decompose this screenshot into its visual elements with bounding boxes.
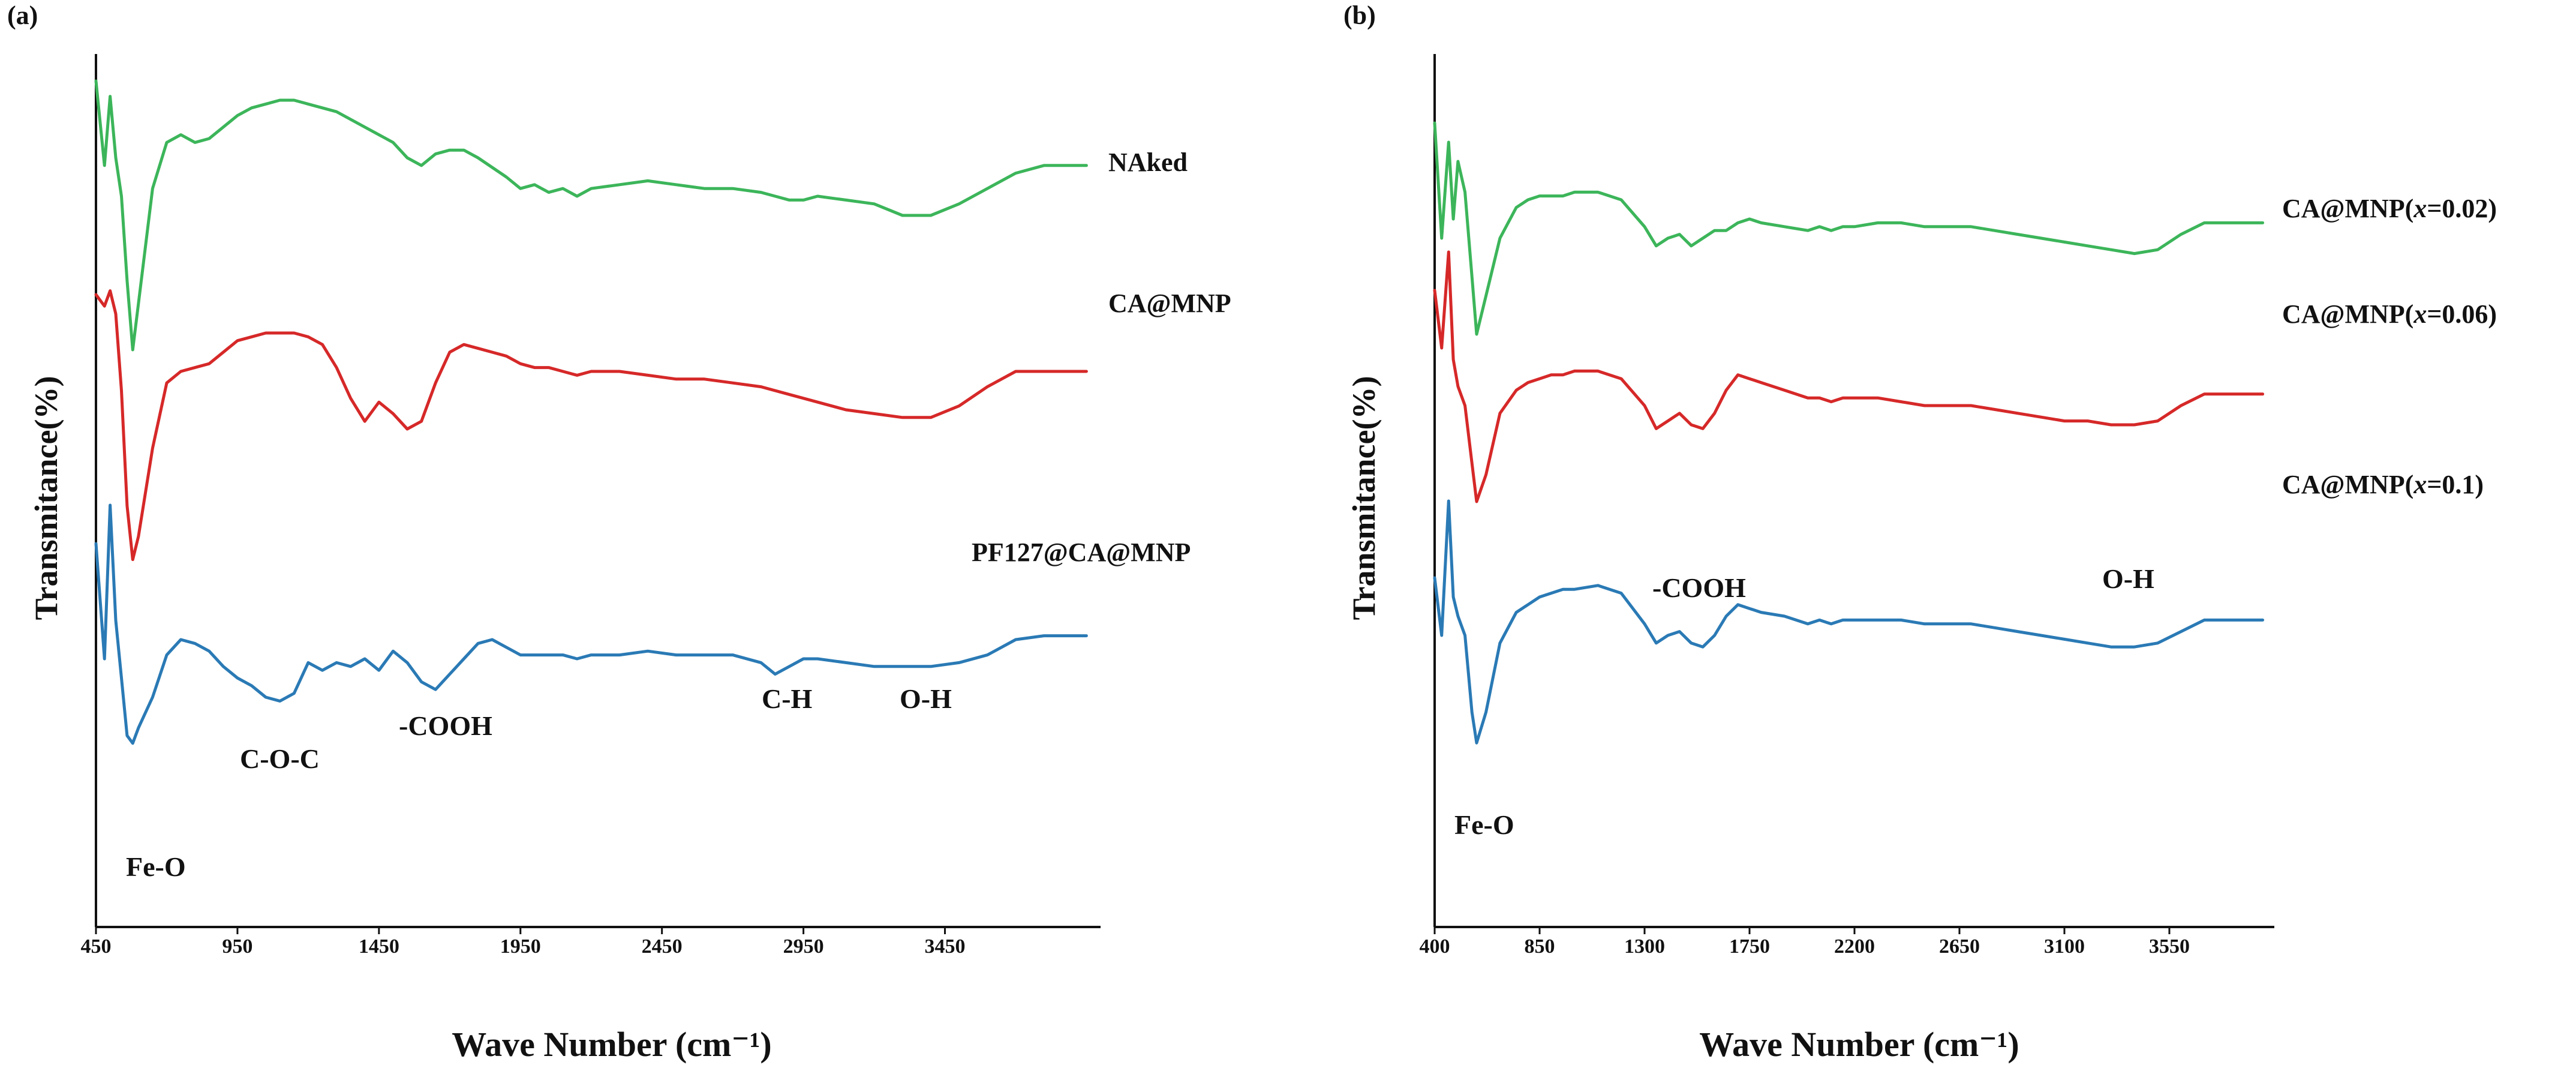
x-tick-label: 2200 bbox=[1834, 935, 1875, 958]
x-tick-label: 1950 bbox=[500, 935, 541, 958]
x-tick-label: 3550 bbox=[2149, 935, 2190, 958]
chart-a-svg: (a) Transmitance(%) Wave Number (cm⁻¹) 4… bbox=[7, 1, 1231, 1064]
series-line-naked bbox=[94, 79, 1088, 352]
series-label-pf127-ca-mnp: PF127@CA@MNP bbox=[972, 538, 1191, 567]
series-label-ca-mnp: CA@MNP bbox=[1108, 289, 1231, 318]
x-tick-label: 1450 bbox=[359, 935, 399, 958]
x-tick-label: 1750 bbox=[1729, 935, 1770, 958]
x-tick-label: 1300 bbox=[1624, 935, 1665, 958]
y-axis-label-b: Transmitance(%) bbox=[1346, 376, 1382, 620]
panel-label-b: (b) bbox=[1343, 1, 1376, 30]
x-axis-label-a: Wave Number (cm⁻¹) bbox=[452, 1025, 771, 1064]
series-line-ca-mnp-x-0-1 bbox=[1433, 499, 2265, 745]
panel-label-a: (a) bbox=[7, 1, 38, 30]
x-tick-label: 3100 bbox=[2044, 935, 2085, 958]
x-tick-label: 2450 bbox=[642, 935, 683, 958]
annotation-cooh-a: -COOH bbox=[399, 710, 492, 741]
chart-panel-b: (b) Transmitance(%) Wave Number (cm⁻¹) 4… bbox=[1307, 0, 2576, 1074]
chart-b-svg: (b) Transmitance(%) Wave Number (cm⁻¹) 4… bbox=[1343, 1, 2497, 1064]
chart-panel-a: (a) Transmitance(%) Wave Number (cm⁻¹) 4… bbox=[7, 1, 1231, 1064]
x-tick-label: 450 bbox=[81, 935, 112, 958]
x-tick-label: 3450 bbox=[924, 935, 965, 958]
x-tick-label: 400 bbox=[1420, 935, 1450, 958]
annotation-c-h: C-H bbox=[762, 683, 813, 714]
annotation-o-h-a: O-H bbox=[900, 683, 952, 714]
series-label-x-002: CA@MNP(x=0.02) bbox=[2282, 194, 2497, 223]
series-line-ca-mnp-x-0-02 bbox=[1433, 121, 2265, 336]
annotation-fe-o-a: Fe-O bbox=[126, 851, 186, 882]
series-label-naked: NAked bbox=[1108, 148, 1188, 177]
y-axis-label-a: Transmitance(%) bbox=[28, 376, 64, 620]
x-tick-label: 850 bbox=[1525, 935, 1555, 958]
annotation-fe-o-b: Fe-O bbox=[1454, 809, 1514, 840]
x-tick-label: 2650 bbox=[1939, 935, 1980, 958]
annotation-c-o-c: C-O-C bbox=[240, 743, 320, 774]
series-line-ca-mnp-x-0-06 bbox=[1433, 250, 2265, 503]
annotation-cooh-b: -COOH bbox=[1652, 572, 1746, 603]
series-line-pf127-ca-mnp bbox=[94, 503, 1088, 745]
series-label-x-006: CA@MNP(x=0.06) bbox=[2282, 299, 2497, 329]
x-tick-label: 950 bbox=[222, 935, 253, 958]
annotation-o-h-b: O-H bbox=[2102, 563, 2154, 594]
x-tick-label: 2950 bbox=[783, 935, 824, 958]
series-line-ca-mnp bbox=[94, 289, 1088, 562]
series-label-x-01: CA@MNP(x=0.1) bbox=[2282, 470, 2484, 499]
x-axis-label-b: Wave Number (cm⁻¹) bbox=[1699, 1025, 2019, 1064]
